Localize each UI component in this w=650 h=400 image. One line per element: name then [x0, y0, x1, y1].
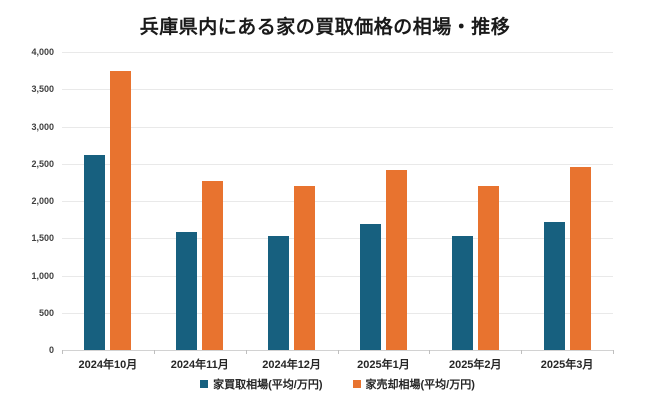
gridline [62, 52, 613, 53]
x-tick-label: 2025年3月 [540, 359, 594, 371]
legend-item: 家売却相場(平均/万円) [352, 376, 475, 392]
axis-tick [429, 350, 431, 354]
bar-baikyaku [477, 186, 499, 350]
bar-group [246, 52, 338, 350]
y-tick-label: 1,500 [31, 233, 54, 244]
axis-tick [337, 350, 339, 354]
bar-kaitori [84, 154, 106, 350]
x-tick-label: 2024年12月 [262, 359, 321, 371]
x-tick-label: 2024年10月 [78, 359, 138, 371]
gridline [62, 275, 613, 277]
gridline [62, 201, 613, 202]
x-tick-label: 2025年2月 [448, 359, 502, 371]
y-tick-label: 0 [48, 345, 54, 355]
y-tick-label: 3,500 [31, 84, 54, 95]
plot-area [62, 52, 614, 354]
y-axis: 0 500 1,000 1,500 2,000 2,500 3,000 3,500 4,000 [0, 47, 54, 355]
gridline [62, 238, 613, 240]
gridline [62, 89, 613, 91]
legend-marker [352, 380, 361, 388]
bar-baikyaku [202, 180, 224, 350]
bar-baikyaku [385, 170, 407, 350]
bar-group [154, 52, 246, 350]
bar-baikyaku [294, 186, 316, 350]
y-tick-label: 2,000 [31, 196, 54, 206]
axis-tick [521, 350, 523, 354]
gridline [62, 126, 613, 128]
bar-kaitori [176, 231, 198, 350]
axis-tick [153, 350, 155, 354]
gridline [62, 312, 613, 314]
bar-baikyaku [569, 166, 591, 350]
bar-kaitori [451, 236, 473, 350]
gridline [62, 163, 613, 165]
legend-label: 家買取相場(平均/万円) [213, 379, 323, 391]
x-tick-label: 2024年11月 [170, 359, 229, 371]
bar-group [429, 52, 521, 350]
legend-label: 家売却相場(平均/万円) [365, 379, 475, 391]
bar-group [62, 52, 154, 350]
axis-tick [62, 350, 63, 354]
bar-group [338, 52, 430, 350]
y-tick-label: 500 [38, 307, 54, 318]
y-tick-label: 1,000 [31, 270, 54, 281]
x-tick-label: 2025年1月 [357, 359, 410, 371]
bar-baikyaku [110, 70, 132, 350]
axis-tick [245, 350, 247, 354]
y-tick-label: 3,000 [31, 121, 54, 132]
x-axis: 2024年10月 2024年11月 2024年12月 2025年1月 2025年2月 20… [62, 350, 613, 371]
chart-title: 兵庫県内にある家の買取価格の相場・推移 [139, 17, 511, 38]
legend-marker [200, 380, 209, 388]
legend: 家買取相場(平均/万円) 家売却相場(平均/万円) [62, 376, 613, 392]
y-tick-label: 2,500 [31, 158, 54, 169]
legend-item: 家買取相場(平均/万円) [200, 376, 323, 392]
bar-kaitori [359, 224, 381, 350]
bar-group [521, 52, 613, 350]
bar-kaitori [268, 236, 290, 350]
y-tick-label: 4,000 [31, 47, 54, 57]
bar-kaitori [543, 221, 565, 350]
axis-tick [613, 350, 614, 354]
